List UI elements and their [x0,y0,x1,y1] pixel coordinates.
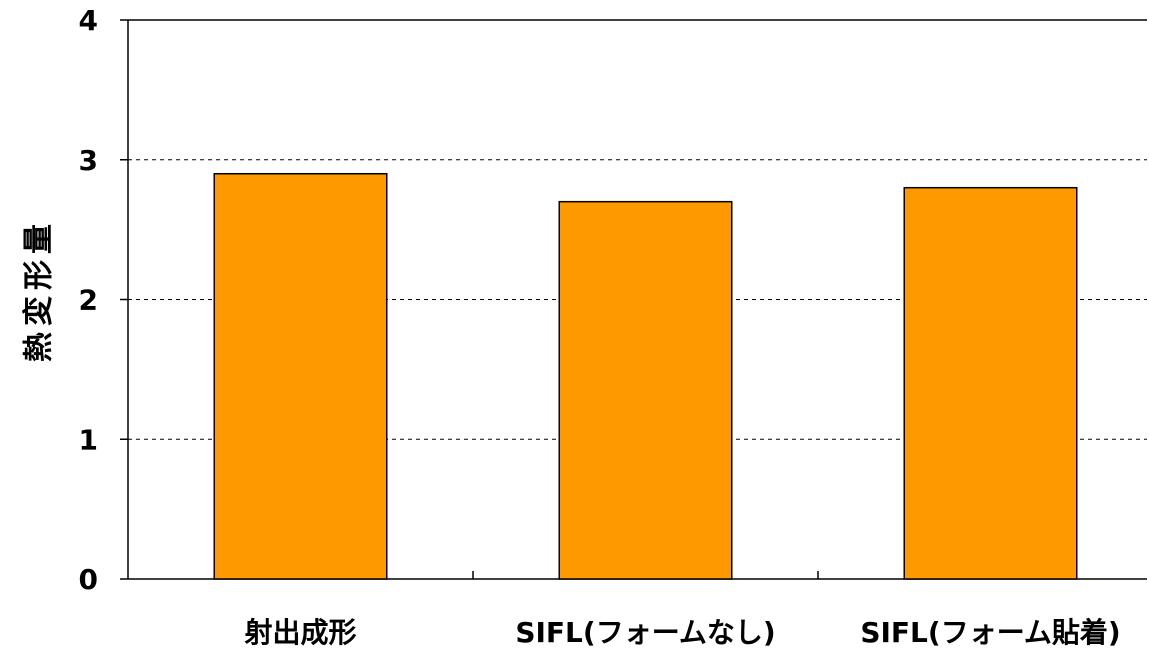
bar [903,186,1078,580]
y-tick-label: 0 [79,563,98,596]
y-tick-label: 3 [79,144,98,177]
bar [213,172,388,580]
y-tick-label: 2 [79,284,98,317]
x-tick-label: SIFL(フォーム貼着) [860,616,1120,649]
y-tick-label: 1 [79,423,98,456]
y-tick-label: 4 [79,4,98,37]
bar [558,200,733,580]
x-tick-label: 射出成形 [243,616,356,649]
x-tick-label: SIFL(フォームなし) [515,616,775,649]
y-axis-title: 熱変形量 [22,218,57,362]
